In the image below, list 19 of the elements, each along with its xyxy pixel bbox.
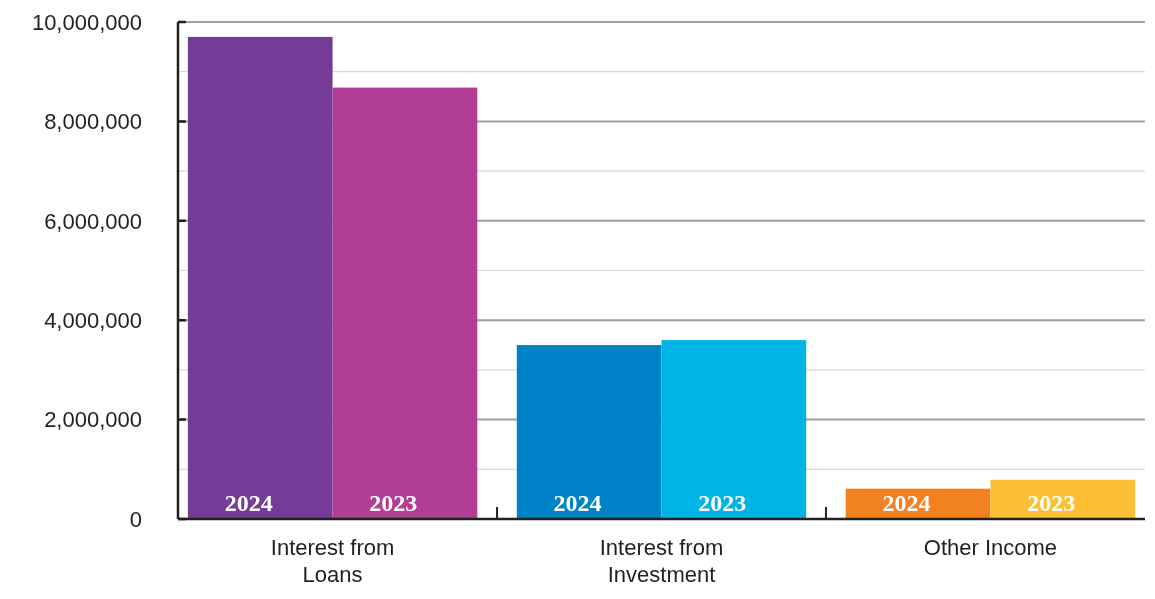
bar [516, 345, 662, 519]
bar [187, 36, 333, 519]
y-tick-label: 10,000,000 [31, 9, 142, 35]
y-tick-label: 6,000,000 [44, 208, 142, 234]
x-tick-label: Interest from Loans [270, 535, 395, 587]
text: 2023 [698, 490, 747, 516]
series-label: 2024 [882, 490, 931, 516]
text: 2024 [553, 490, 602, 516]
text: 2023 [1027, 490, 1076, 516]
bar [332, 87, 478, 519]
y-tick-label: 4,000,000 [44, 307, 142, 333]
x-tick-label: Other Income [923, 535, 1058, 560]
x-tick-label: Interest from Investment [599, 535, 724, 587]
text: 2024 [224, 490, 273, 516]
series-label: 2023 [369, 490, 418, 516]
y-tick-label: 8,000,000 [44, 109, 142, 135]
bar [661, 340, 807, 519]
y-tick-label: 2,000,000 [44, 407, 142, 433]
y-tick-label: 0 [129, 506, 142, 532]
